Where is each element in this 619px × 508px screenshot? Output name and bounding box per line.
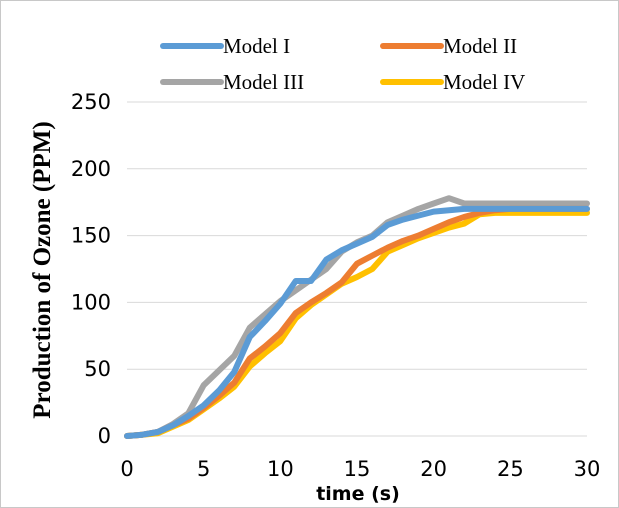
series-lines (124, 195, 590, 439)
gridlines (127, 101, 587, 370)
legend: Model I Model II Model III Model IV (160, 34, 525, 94)
y-axis-title: Production of Ozone (PPM) (29, 121, 56, 418)
y-tick-label: 200 (71, 157, 111, 181)
x-tick-label: 30 (574, 457, 601, 481)
y-tick-label: 50 (84, 357, 111, 381)
x-tick-label: 25 (497, 457, 524, 481)
x-axis-title: time (s) (316, 483, 400, 505)
x-tick-label: 0 (120, 457, 133, 481)
y-tick-label: 100 (71, 290, 111, 314)
legend-label: Model I (223, 34, 290, 58)
x-tick-label: 15 (344, 457, 371, 481)
legend-label: Model III (223, 70, 304, 94)
legend-label: Model IV (443, 70, 525, 94)
x-tick-label: 5 (197, 457, 210, 481)
series-line-1 (124, 205, 590, 439)
x-tick-label: 20 (420, 457, 447, 481)
axes: 0 50 100 150 200 250 0 5 10 15 20 25 30 (71, 90, 600, 481)
y-tick-label: 0 (98, 424, 111, 448)
y-tick-label: 150 (71, 224, 111, 248)
legend-label: Model II (443, 34, 517, 58)
y-tick-label: 250 (71, 90, 111, 114)
x-tick-label: 10 (267, 457, 294, 481)
